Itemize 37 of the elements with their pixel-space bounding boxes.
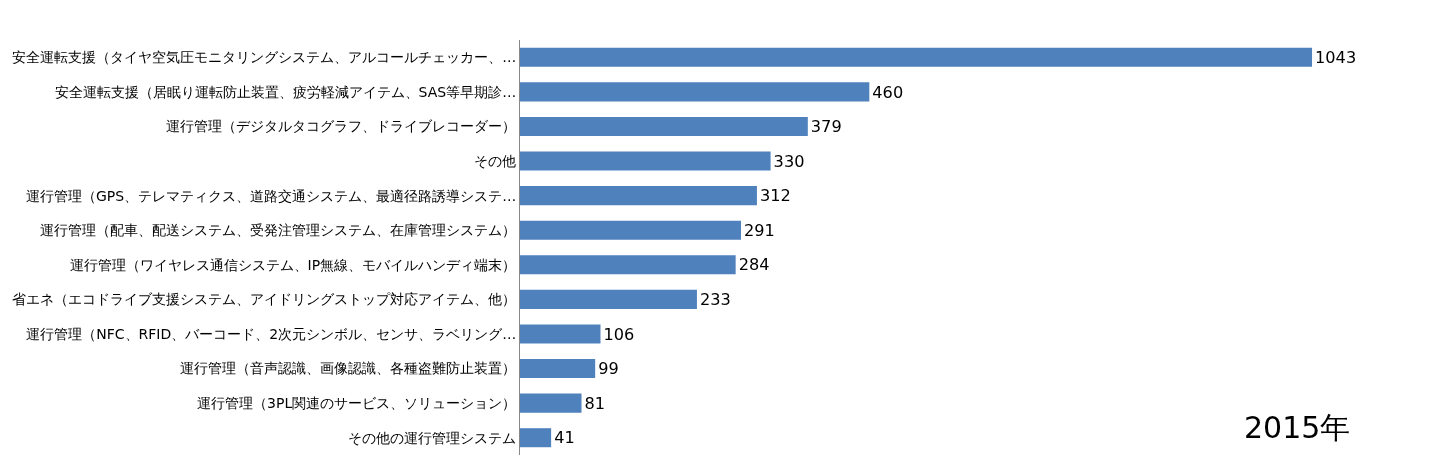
bar — [520, 393, 582, 413]
y-tick-label: 運行管理（3PL関連のサービス、ソリューション） — [197, 395, 517, 412]
annotation: 2015年 — [1244, 410, 1351, 445]
bar — [520, 220, 741, 240]
bar — [520, 47, 1313, 67]
data-label: 460 — [872, 82, 904, 102]
bar — [520, 359, 596, 379]
data-label: 284 — [738, 255, 770, 275]
bar — [520, 255, 736, 275]
data-label: 233 — [699, 290, 731, 310]
data-label: 379 — [810, 117, 842, 137]
data-label: 330 — [773, 151, 805, 171]
data-label: 291 — [743, 220, 775, 240]
bar — [520, 428, 552, 448]
bar — [520, 151, 771, 171]
bar — [520, 324, 601, 344]
y-tick-label: 安全運転支援（居眠り運転防止装置、疲労軽減アイテム、SAS等早期診… — [54, 83, 517, 100]
data-label: 1043 — [1315, 48, 1357, 67]
data-label: 106 — [603, 324, 635, 344]
bar — [520, 289, 697, 309]
data-label: 312 — [759, 186, 791, 206]
bar — [520, 116, 808, 136]
y-tick-label: 運行管理（GPS、テレマティクス、道路交通システム、最適径路誘導システ… — [26, 187, 517, 204]
y-tick-label: その他の運行管理システム — [348, 429, 517, 446]
y-tick-label: 省エネ（エコドライブ支援システム、アイドリングストップ対応アイテム、他） — [12, 291, 517, 308]
data-label: 99 — [598, 359, 619, 379]
y-tick-label: 運行管理（配車、配送システム、受発注管理システム、在庫管理システム） — [40, 222, 517, 239]
y-tick-label: 運行管理（デジタルタコグラフ、ドライブレコーダー） — [166, 118, 517, 135]
y-tick-label: 運行管理（ワイヤレス通信システム、IP無線、モバイルハンディ端末） — [69, 256, 517, 273]
y-tick-label: 運行管理（音声認識、画像認識、各種盗難防止装置） — [180, 360, 517, 377]
data-label: 81 — [584, 393, 606, 413]
y-tick-label: その他 — [474, 152, 517, 169]
bar — [520, 186, 757, 206]
bar — [520, 82, 870, 102]
data-label: 41 — [554, 428, 575, 448]
y-tick-label: 安全運転支援（タイヤ空気圧モニタリングシステム、アルコールチェッカー、… — [12, 49, 517, 66]
y-tick-label: 運行管理（NFC、RFID、バーコード、2次元シンボル、センサ、ラベリング… — [26, 325, 517, 342]
